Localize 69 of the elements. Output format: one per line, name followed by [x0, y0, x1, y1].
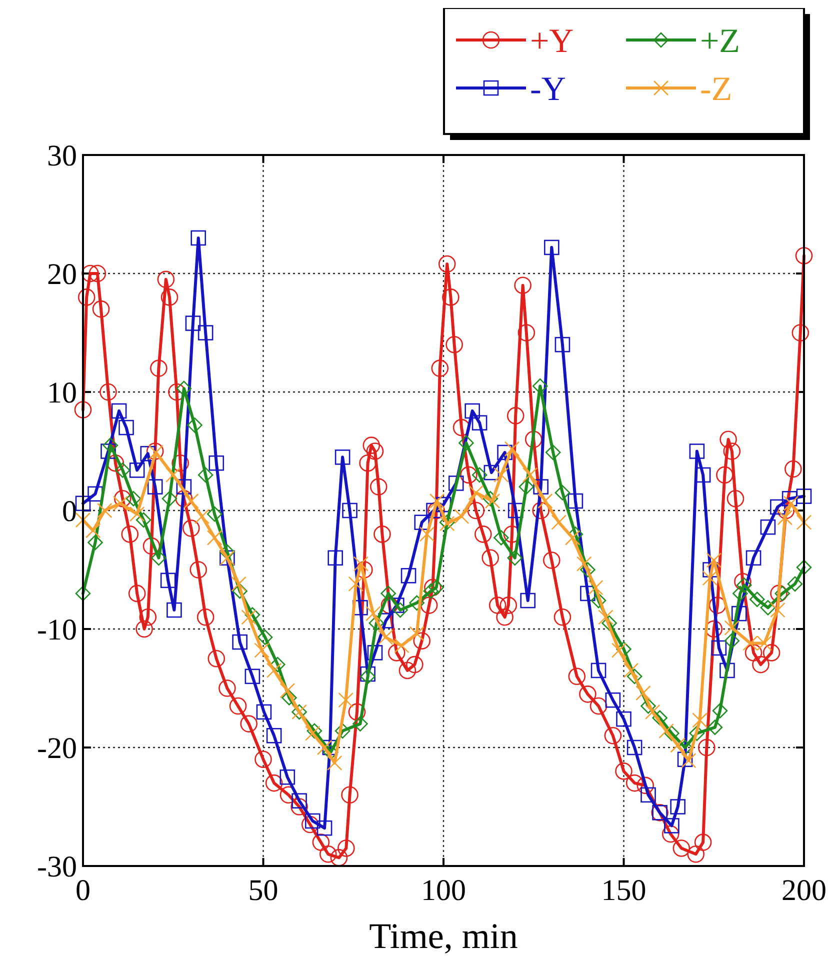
point — [564, 530, 580, 546]
x-tick-label: 50 — [248, 874, 278, 907]
point — [692, 712, 708, 728]
x-tick-label: 200 — [782, 874, 826, 907]
point — [504, 441, 520, 457]
y-tick-label: -10 — [37, 614, 77, 646]
point — [348, 576, 364, 592]
point — [266, 662, 282, 678]
x-axis-title: Time, min — [369, 916, 518, 956]
point — [611, 642, 627, 658]
point — [129, 506, 145, 522]
point — [777, 510, 793, 526]
point — [770, 602, 786, 618]
point — [623, 662, 639, 678]
legend-label: +Y — [530, 22, 574, 60]
point — [75, 512, 91, 528]
point — [429, 493, 445, 509]
y-tick-label: 0 — [62, 495, 77, 528]
y-tick-label: 30 — [47, 140, 77, 172]
point — [353, 556, 369, 572]
point — [338, 692, 354, 708]
point — [366, 606, 381, 622]
legend-label: +Z — [700, 22, 740, 60]
point — [644, 704, 660, 720]
point — [194, 508, 210, 524]
point — [378, 630, 394, 645]
point — [658, 723, 674, 739]
point — [454, 508, 470, 524]
point — [280, 682, 296, 698]
point — [112, 496, 128, 512]
point — [484, 493, 500, 509]
y-tick-label: -20 — [37, 732, 77, 765]
point — [85, 522, 101, 538]
point — [231, 576, 246, 592]
point — [316, 740, 332, 756]
point — [796, 514, 812, 530]
y-tick-label: 10 — [47, 376, 77, 410]
point — [206, 530, 222, 546]
point — [670, 737, 686, 753]
legend-label: -Y — [530, 70, 566, 108]
point — [706, 552, 722, 568]
x-tick-label: 100 — [421, 874, 466, 907]
x-tick-label: 150 — [601, 874, 646, 907]
point — [576, 556, 592, 572]
point — [551, 514, 567, 530]
point — [165, 467, 181, 483]
point — [254, 642, 270, 658]
point — [636, 685, 651, 701]
point — [494, 467, 509, 483]
point — [394, 638, 410, 654]
y-tick-label: 20 — [47, 258, 77, 291]
point — [184, 493, 199, 509]
point — [96, 502, 112, 518]
point — [724, 620, 740, 636]
y-tick-label: -30 — [37, 850, 77, 884]
point — [588, 580, 604, 596]
point — [326, 755, 342, 771]
point — [241, 610, 256, 625]
point — [538, 493, 553, 509]
point — [783, 496, 799, 512]
point — [598, 610, 614, 625]
point — [419, 526, 435, 542]
point — [522, 467, 538, 483]
point — [680, 752, 696, 768]
point — [409, 626, 424, 642]
legend-label: -Z — [700, 70, 732, 108]
point — [468, 485, 484, 500]
point — [702, 570, 718, 586]
point — [304, 726, 320, 741]
